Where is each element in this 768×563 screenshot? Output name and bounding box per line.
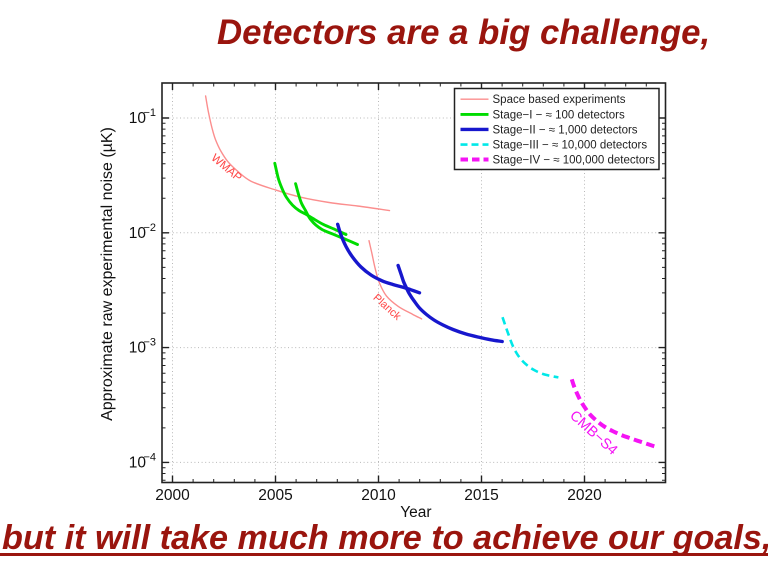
svg-text:Stage−I − ≈ 100 detectors: Stage−I − ≈ 100 detectors <box>493 109 626 121</box>
svg-text:2005: 2005 <box>258 487 292 504</box>
svg-text:10: 10 <box>129 225 147 242</box>
svg-text:2020: 2020 <box>567 487 602 504</box>
svg-text:−2: −2 <box>143 222 156 234</box>
svg-text:−1: −1 <box>143 107 156 119</box>
svg-text:10: 10 <box>129 454 147 471</box>
svg-text:Stage−II − ≈ 1,000 detectors: Stage−II − ≈ 1,000 detectors <box>493 124 638 136</box>
svg-text:2010: 2010 <box>361 487 396 504</box>
svg-text:2000: 2000 <box>155 487 190 504</box>
svg-text:Stage−III − ≈ 10,000 detectors: Stage−III − ≈ 10,000 detectors <box>493 140 648 152</box>
svg-text:−4: −4 <box>143 451 156 463</box>
svg-text:−3: −3 <box>143 337 156 349</box>
svg-text:Space based experiments: Space based experiments <box>493 94 626 106</box>
svg-text:WMAP: WMAP <box>209 152 244 184</box>
svg-text:10: 10 <box>129 340 147 357</box>
svg-text:Year: Year <box>400 504 431 521</box>
svg-text:2015: 2015 <box>464 487 498 504</box>
svg-text:10: 10 <box>129 110 147 127</box>
svg-text:Approximate raw experimental n: Approximate raw experimental noise (µK) <box>99 127 116 421</box>
svg-text:Stage−IV − ≈ 100,000 detectors: Stage−IV − ≈ 100,000 detectors <box>493 155 656 167</box>
